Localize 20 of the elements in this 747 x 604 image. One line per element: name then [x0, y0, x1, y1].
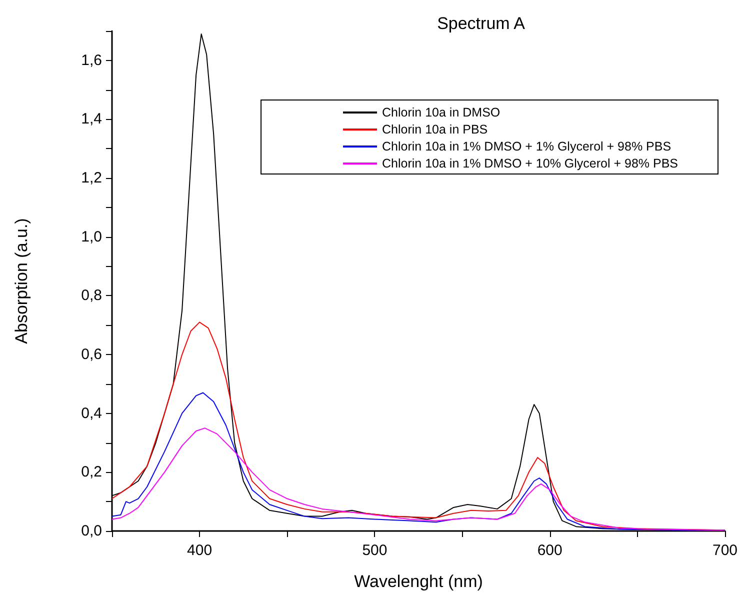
y-tick-label: 0,6 — [81, 346, 102, 364]
x-tick-label: 700 — [712, 542, 738, 559]
legend-label: Chlorin 10a in 1% DMSO + 10% Glycerol + 98% PBS — [382, 156, 678, 170]
x-tick-label: 400 — [187, 542, 212, 559]
legend-label: Chlorin 10a in PBS — [382, 122, 488, 136]
y-tick-label: 0,4 — [81, 404, 102, 422]
y-tick-label: 1,2 — [81, 170, 102, 187]
x-axis-title: Wavelenght (nm) — [354, 572, 483, 591]
y-tick-label: 1,6 — [81, 52, 102, 69]
y-tick-label: 0,2 — [81, 464, 102, 481]
y-tick-label: 0,8 — [81, 287, 102, 304]
x-tick-label: 500 — [362, 542, 388, 559]
legend-label: Chlorin 10a in DMSO — [382, 106, 500, 120]
y-tick-label: 1,4 — [81, 110, 102, 128]
y-axis-title: Absorption (a.u.) — [12, 218, 31, 344]
y-tick-label: 1,0 — [81, 228, 102, 246]
chart-title: Spectrum A — [437, 14, 526, 33]
legend-label: Chlorin 10a in 1% DMSO + 1% Glycerol + 98% PBS — [382, 140, 672, 154]
y-tick-label: 0,0 — [81, 522, 102, 540]
x-tick-label: 600 — [537, 542, 562, 559]
